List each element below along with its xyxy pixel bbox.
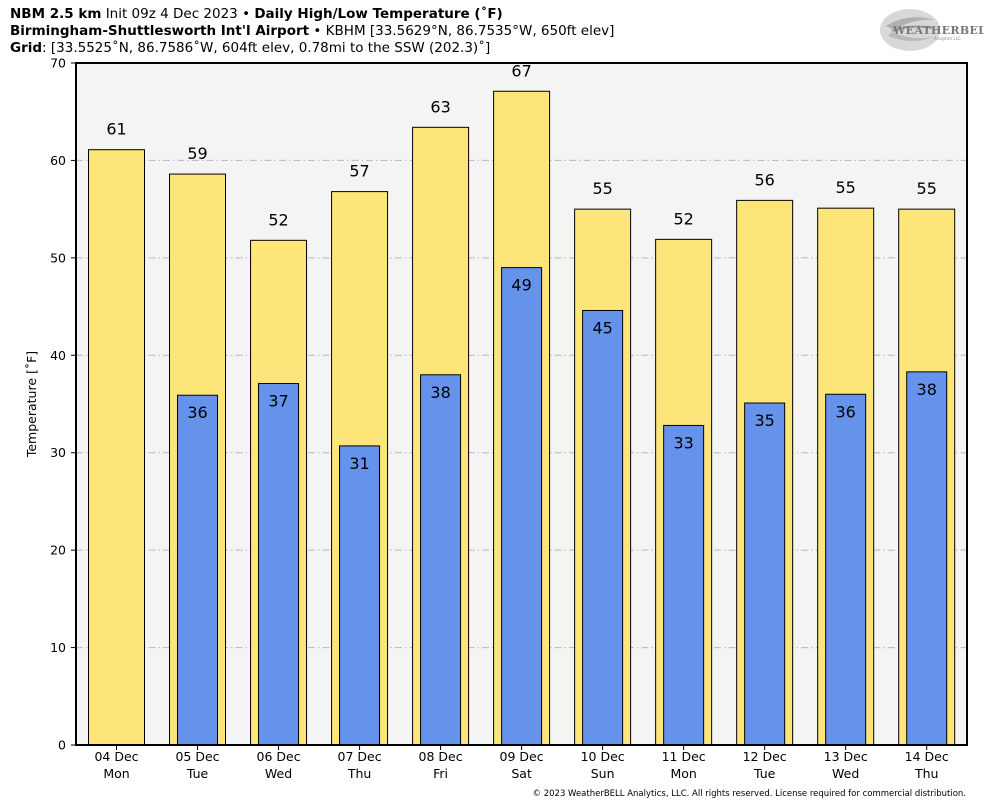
separator: •: [242, 6, 251, 22]
high-value-label: 52: [268, 210, 288, 229]
low-value-label: 36: [836, 402, 856, 421]
logo-text: WEATHERBELL: [893, 24, 984, 37]
x-tick-label-date: 06 Dec: [257, 749, 301, 764]
model-name: NBM 2.5 km: [10, 6, 102, 22]
low-bar: [177, 394, 219, 746]
x-tick-label-date: 08 Dec: [419, 749, 463, 764]
grid-label: Grid: [10, 40, 43, 56]
x-tick-label-day: Thu: [914, 766, 938, 781]
x-tick-label-date: 04 Dec: [94, 749, 138, 764]
x-tick-label-day: Tue: [753, 766, 776, 781]
y-tick-label: 20: [50, 543, 66, 558]
x-tick-label-day: Mon: [103, 766, 129, 781]
x-tick-label-day: Sat: [511, 766, 532, 781]
low-bar: [258, 383, 300, 746]
low-value-label: 37: [268, 392, 288, 411]
low-bar: [420, 374, 462, 746]
low-value-label: 45: [592, 318, 612, 337]
high-value-label: 61: [106, 120, 126, 139]
logo-subtext: Analytics LLC: [934, 36, 961, 41]
weatherbell-logo: [880, 9, 940, 51]
y-tick-label: 10: [50, 640, 66, 655]
title-line: NBM 2.5 km Init 09z 4 Dec 2023 • Daily H…: [10, 6, 503, 23]
y-tick-label: 60: [50, 153, 66, 168]
high-bar: [88, 149, 145, 746]
y-axis-label: Temperature [˚F]: [24, 351, 39, 458]
station-line: Birmingham-Shuttlesworth Int'l Airport •…: [10, 23, 614, 40]
high-value-label: 55: [917, 179, 937, 198]
x-tick-label-date: 09 Dec: [500, 749, 544, 764]
high-value-label: 57: [349, 162, 369, 181]
y-tick-label: 30: [50, 445, 66, 460]
low-bar: [501, 267, 543, 746]
low-bar: [663, 424, 705, 746]
copyright-notice: © 2023 WeatherBELL Analytics, LLC. All r…: [532, 789, 966, 799]
station-name: Birmingham-Shuttlesworth Int'l Airport: [10, 23, 310, 39]
product-title: Daily High/Low Temperature (˚F): [254, 6, 503, 22]
low-value-label: 31: [349, 454, 369, 473]
y-tick-label: 50: [50, 250, 66, 265]
y-tick-label: 0: [58, 738, 66, 753]
x-tick-label-day: Sun: [591, 766, 615, 781]
x-tick-label-date: 07 Dec: [338, 749, 382, 764]
x-tick-label-day: Mon: [670, 766, 696, 781]
separator: •: [313, 23, 322, 39]
low-value-label: 35: [754, 411, 774, 430]
x-tick-label-date: 13 Dec: [824, 749, 868, 764]
low-value-label: 36: [187, 403, 207, 422]
x-tick-label-date: 11 Dec: [662, 749, 706, 764]
y-tick-label: 70: [50, 56, 66, 71]
x-tick-label-day: Wed: [832, 766, 859, 781]
y-tick-label: 40: [50, 348, 66, 363]
high-value-label: 67: [511, 61, 531, 80]
low-bar: [744, 402, 786, 746]
grid-line: Grid: [33.5525˚N, 86.7586˚W, 604ft elev,…: [10, 40, 490, 57]
grid-info: : [33.5525˚N, 86.7586˚W, 604ft elev, 0.7…: [42, 40, 491, 56]
low-bar: [906, 371, 948, 746]
x-tick-label-day: Thu: [347, 766, 371, 781]
x-tick-label-day: Fri: [433, 766, 448, 781]
low-value-label: 38: [917, 380, 937, 399]
x-tick-label-day: Wed: [265, 766, 292, 781]
low-bar: [339, 445, 381, 746]
station-info: KBHM [33.5629°N, 86.7535°W, 650ft elev]: [325, 23, 615, 39]
low-value-label: 38: [430, 383, 450, 402]
low-value-label: 33: [673, 433, 693, 452]
high-value-label: 63: [430, 97, 450, 116]
init-time: Init 09z 4 Dec 2023: [105, 6, 238, 22]
high-value-label: 59: [187, 144, 207, 163]
x-tick-label-date: 05 Dec: [175, 749, 219, 764]
high-value-label: 55: [836, 178, 856, 197]
x-tick-label-date: 12 Dec: [743, 749, 787, 764]
x-tick-label-date: 10 Dec: [581, 749, 625, 764]
low-bar: [582, 309, 624, 746]
high-value-label: 56: [754, 170, 774, 189]
x-tick-label-date: 14 Dec: [905, 749, 949, 764]
low-bar: [825, 393, 867, 746]
low-value-label: 49: [511, 276, 531, 295]
high-value-label: 55: [592, 179, 612, 198]
x-tick-label-day: Tue: [186, 766, 209, 781]
high-value-label: 52: [673, 209, 693, 228]
